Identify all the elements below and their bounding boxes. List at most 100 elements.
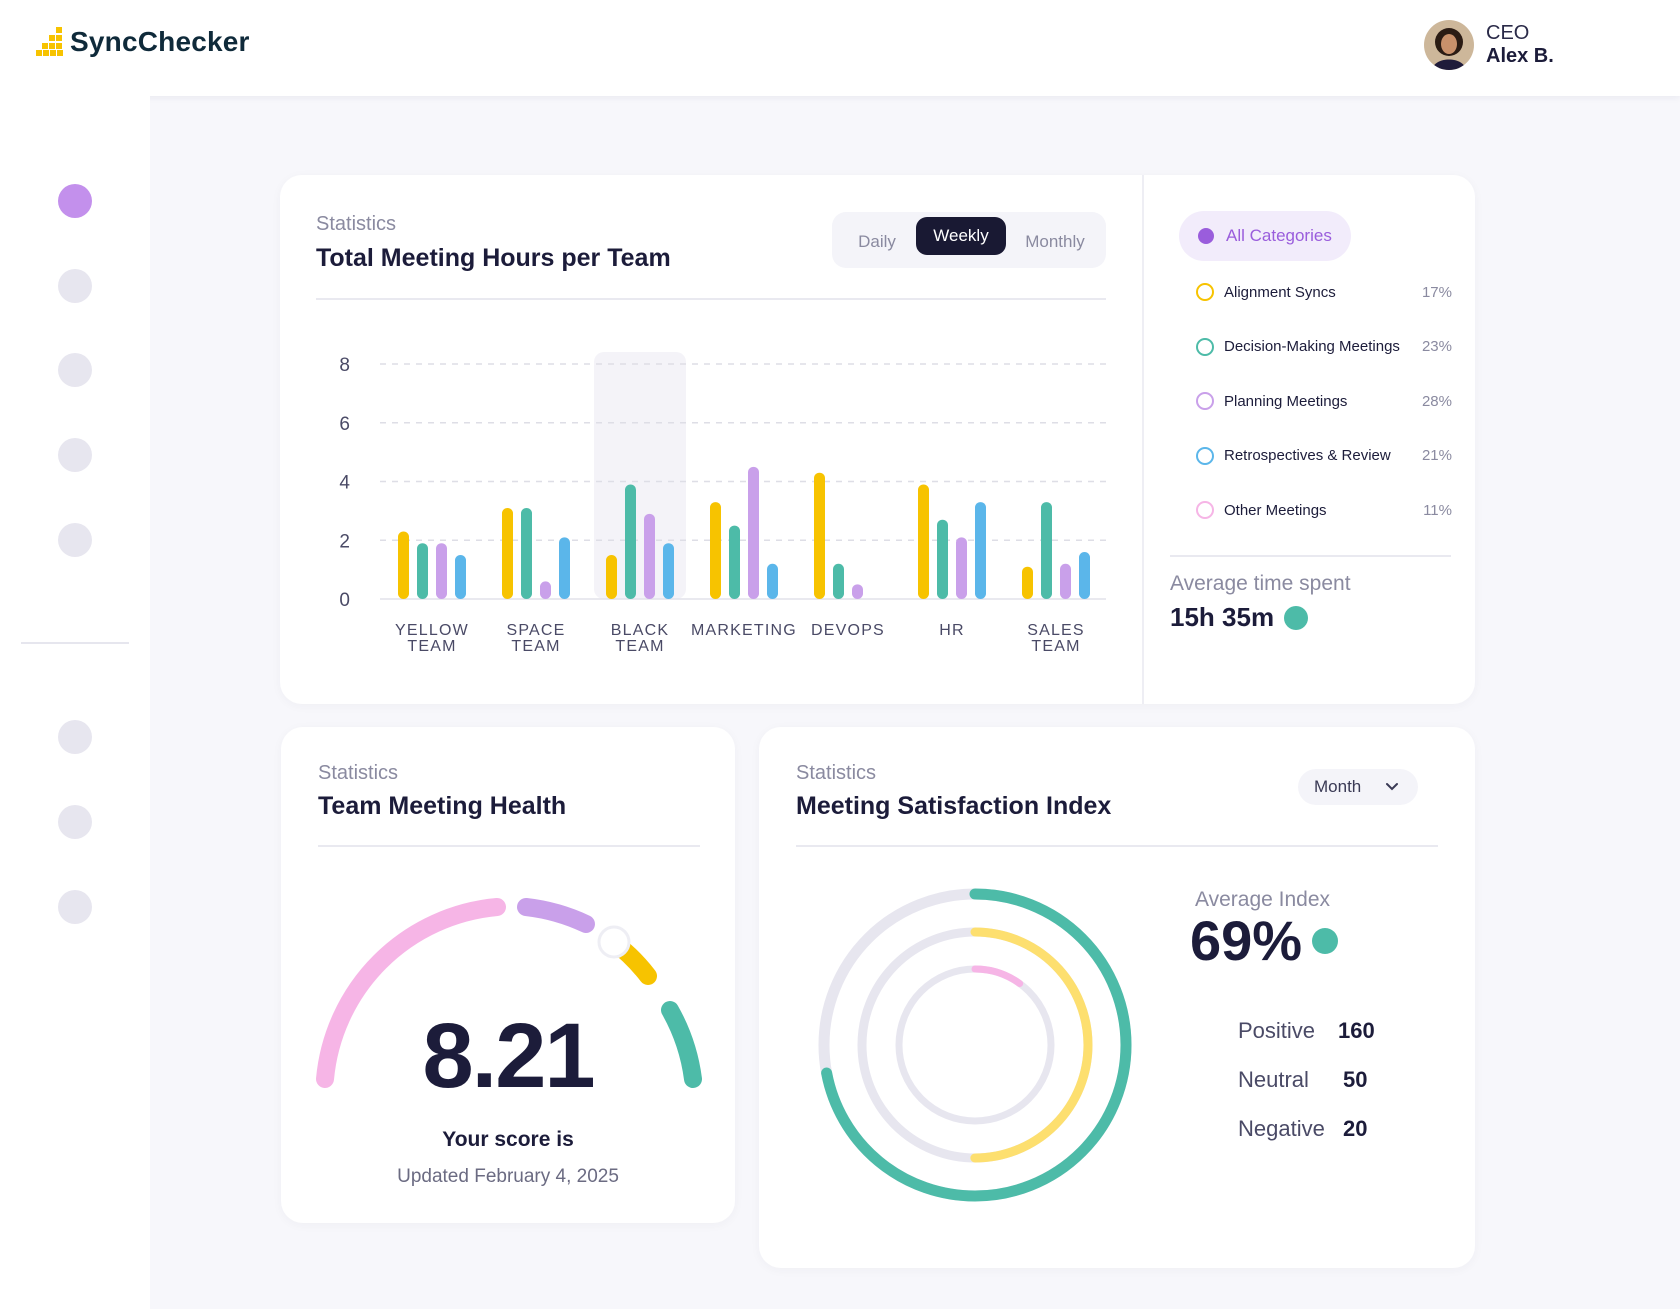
hours-divider — [316, 298, 1106, 300]
gauge-knob — [597, 925, 631, 959]
bar[interactable] — [748, 466, 759, 599]
avg-time-value: 15h 35m — [1170, 602, 1309, 633]
sidebar-item-3[interactable] — [58, 353, 92, 387]
user-profile[interactable]: CEO Alex B. — [1424, 20, 1554, 70]
dropdown-value: Month — [1314, 777, 1362, 796]
bar[interactable] — [1041, 502, 1052, 599]
period-dropdown[interactable]: Month — [1298, 769, 1418, 805]
bar[interactable] — [852, 584, 863, 599]
logo-icon — [36, 27, 63, 56]
brand-name: SyncChecker — [70, 26, 250, 57]
bar[interactable] — [1060, 563, 1071, 599]
satisfaction-divider — [796, 845, 1438, 847]
bar[interactable] — [559, 537, 570, 599]
category-legend-item[interactable]: Decision-Making Meetings 23% — [1196, 335, 1452, 359]
top-bar: SyncChecker CEO Alex B. — [0, 0, 1680, 96]
x-tick-label: HR — [939, 622, 965, 639]
health-divider — [318, 845, 700, 847]
sidebar-item-6[interactable] — [58, 720, 92, 754]
status-dot — [1284, 605, 1309, 630]
bar[interactable] — [455, 554, 466, 599]
x-tick-label: MARKETING — [691, 622, 797, 639]
category-legend-item[interactable]: Retrospectives & Review 21% — [1196, 444, 1452, 468]
x-tick-label: YELLOW — [395, 622, 469, 639]
health-gauge — [316, 898, 702, 1088]
bar[interactable] — [540, 581, 551, 599]
x-tick-label: SALES — [1027, 622, 1085, 639]
y-tick-label: 6 — [339, 414, 350, 435]
bar[interactable] — [918, 484, 929, 599]
index-status-dot — [1312, 927, 1339, 954]
category-legend-item[interactable]: Planning Meetings 28% — [1196, 389, 1452, 413]
category-legend-item[interactable]: Alignment Syncs 17% — [1196, 280, 1452, 304]
category-percent: 17% — [1421, 283, 1452, 301]
bar[interactable] — [521, 507, 532, 599]
bar[interactable] — [1079, 552, 1090, 599]
bar[interactable] — [833, 563, 844, 599]
x-tick-label: DEVOPS — [811, 622, 885, 639]
ring-progress — [857, 927, 1093, 1163]
bar[interactable] — [417, 543, 428, 599]
avatar-image — [1424, 20, 1474, 70]
bar[interactable] — [606, 554, 617, 599]
sidebar-item-2[interactable] — [58, 269, 92, 303]
gauge-segment-pink — [316, 898, 506, 1088]
avatar[interactable] — [1424, 20, 1474, 70]
category-ring-icon — [1196, 501, 1214, 519]
bar[interactable] — [502, 507, 513, 599]
x-tick-label: TEAM — [407, 638, 456, 655]
satisfaction-kicker: Statistics — [796, 762, 877, 784]
avg-index-label: Average Index — [1195, 888, 1331, 911]
category-percent: 21% — [1421, 447, 1452, 464]
stat-positive-label: Positive — [1238, 1018, 1316, 1043]
stat-positive-value: 160 — [1338, 1018, 1375, 1043]
category-label: Alignment Syncs — [1224, 283, 1336, 301]
bar[interactable] — [625, 484, 636, 599]
bar[interactable] — [937, 519, 948, 599]
bar[interactable] — [956, 537, 967, 599]
tab-weekly[interactable]: Weekly — [916, 217, 1006, 255]
gauge-segment-purple — [517, 898, 595, 933]
bar[interactable] — [729, 525, 740, 599]
sidebar-item-5[interactable] — [58, 523, 92, 557]
x-tick-label: SPACE — [506, 622, 565, 639]
logo[interactable]: SyncChecker — [36, 26, 250, 58]
category-ring-icon — [1196, 283, 1214, 301]
category-ring-icon — [1196, 392, 1214, 410]
bar[interactable] — [710, 502, 721, 599]
all-categories-filter[interactable]: All Categories — [1179, 211, 1351, 261]
sidebar-item-1[interactable] — [58, 184, 92, 218]
gauge-segment-teal — [661, 1001, 702, 1088]
user-name: Alex B. — [1486, 45, 1554, 67]
sidebar-item-8[interactable] — [58, 890, 92, 924]
avg-index-number: 69% — [1190, 909, 1303, 972]
sidebar — [0, 96, 150, 1309]
legend-divider — [1170, 555, 1451, 557]
y-tick-label: 2 — [339, 531, 350, 552]
bar[interactable] — [1022, 566, 1033, 599]
bar[interactable] — [644, 513, 655, 599]
satisfaction-title: Meeting Satisfaction Index — [796, 792, 1112, 820]
bar[interactable] — [975, 502, 986, 599]
stat-negative-label: Negative — [1238, 1116, 1325, 1141]
bar[interactable] — [436, 543, 447, 599]
y-tick-label: 0 — [339, 590, 350, 611]
period-toggle: Daily Weekly Monthly — [832, 212, 1106, 268]
all-categories-label: All Categories — [1226, 226, 1332, 245]
x-tick-label: TEAM — [511, 638, 560, 655]
hours-kicker: Statistics — [316, 213, 397, 235]
sidebar-item-4[interactable] — [58, 438, 92, 472]
category-percent: 28% — [1421, 392, 1452, 410]
category-legend-item[interactable]: Other Meetings 11% — [1196, 498, 1452, 522]
highlight-column — [594, 352, 686, 599]
category-label: Decision-Making Meetings — [1224, 338, 1400, 355]
tab-daily[interactable]: Daily — [858, 232, 896, 251]
bar[interactable] — [814, 472, 825, 599]
score-updated: Updated February 4, 2025 — [397, 1166, 619, 1187]
bar[interactable] — [398, 531, 409, 599]
sidebar-item-7[interactable] — [58, 805, 92, 839]
bar[interactable] — [767, 563, 778, 599]
bar[interactable] — [663, 543, 674, 599]
tab-monthly[interactable]: Monthly — [1025, 232, 1085, 251]
card-divider — [1142, 175, 1144, 704]
